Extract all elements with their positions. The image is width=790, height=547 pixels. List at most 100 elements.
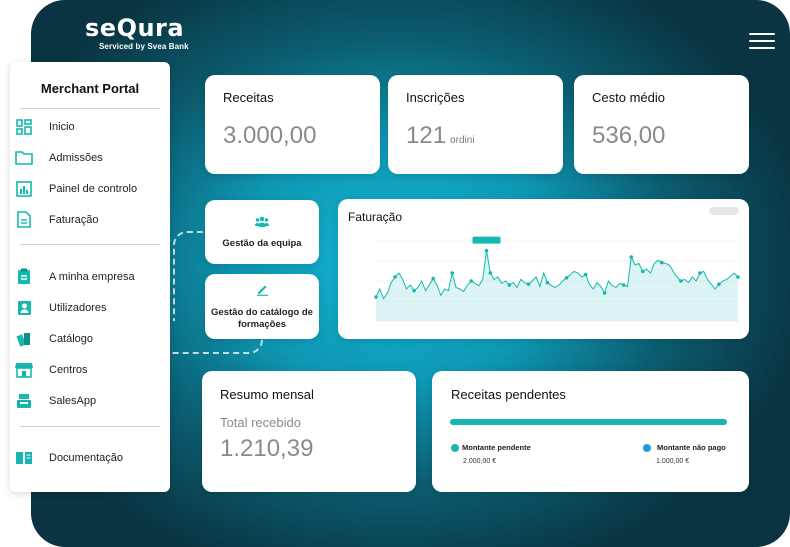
divider bbox=[20, 244, 160, 245]
montante-pendente-value: 2.000,00 € bbox=[463, 458, 497, 465]
data-point[interactable] bbox=[621, 283, 626, 287]
data-point[interactable] bbox=[484, 248, 489, 253]
legend-dot bbox=[451, 443, 459, 452]
inscricoes-card: Inscrições 121 ordini bbox=[388, 75, 563, 174]
data-point[interactable] bbox=[393, 275, 397, 279]
legend-label: Montante pendente bbox=[462, 443, 531, 452]
data-point[interactable] bbox=[564, 276, 569, 280]
data-point[interactable] bbox=[526, 282, 531, 286]
sidebar-item-label: Painel de controlo bbox=[49, 182, 138, 195]
inscricoes-value: 121 ordini bbox=[406, 122, 475, 150]
data-point[interactable] bbox=[412, 288, 416, 293]
divider bbox=[20, 108, 160, 109]
legend-montante-pendente: Montante pendente bbox=[451, 443, 531, 452]
receitas-pendentes-card: Receitas pendentes Montante pendente 2.0… bbox=[432, 371, 749, 492]
chart-tooltip bbox=[472, 236, 501, 244]
cesto-card: Cesto médio 536,00 bbox=[574, 75, 749, 174]
inscricoes-unit: ordini bbox=[450, 135, 475, 146]
data-point[interactable] bbox=[679, 279, 683, 283]
dashboard-icon bbox=[15, 118, 33, 136]
legend-label: Montante não pago bbox=[657, 443, 726, 452]
receitas-value: 3.000,00 bbox=[223, 122, 317, 149]
gestao-equipa-button[interactable]: Gestão da equipa bbox=[205, 200, 319, 264]
resumo-label: Resumo mensal bbox=[220, 387, 314, 402]
total-recebido-label: Total recebido bbox=[220, 415, 301, 430]
resumo-mensal-card: Resumo mensal Total recebido 1.210,39 bbox=[202, 371, 416, 492]
sidebar-item-empresa[interactable]: A minha empresa bbox=[10, 261, 170, 292]
data-point[interactable] bbox=[698, 271, 702, 275]
book-open-icon bbox=[15, 449, 33, 467]
cash-register-icon bbox=[15, 392, 33, 410]
store-icon bbox=[15, 361, 33, 379]
cesto-label: Cesto médio bbox=[592, 90, 665, 105]
sidebar-item-label: Faturação bbox=[49, 213, 99, 226]
cesto-value: 536,00 bbox=[592, 122, 666, 149]
data-point[interactable] bbox=[717, 282, 721, 286]
sidebar-title: Merchant Portal bbox=[40, 81, 140, 96]
books-icon bbox=[15, 330, 33, 348]
sidebar-item-inicio[interactable]: Inicio bbox=[10, 111, 170, 142]
document-icon bbox=[15, 211, 33, 229]
series-line bbox=[375, 250, 739, 300]
data-point[interactable] bbox=[640, 269, 645, 274]
data-point[interactable] bbox=[431, 276, 435, 281]
sidebar-item-label: A minha empresa bbox=[49, 270, 135, 283]
sidebar-item-label: SalesApp bbox=[49, 394, 97, 407]
sidebar-item-utilizadores[interactable]: Utilizadores bbox=[10, 292, 170, 323]
divider bbox=[20, 426, 160, 427]
hamburger-menu-icon[interactable] bbox=[749, 33, 775, 51]
gestao-catalogo-button[interactable]: Gestão do catálogo de formações bbox=[205, 274, 319, 339]
data-point[interactable] bbox=[374, 295, 378, 299]
sidebar-item-centros[interactable]: Centros bbox=[10, 354, 170, 385]
data-point[interactable] bbox=[545, 280, 550, 285]
receitas-card: Receitas 3.000,00 bbox=[205, 75, 380, 174]
inscricoes-label: Inscrições bbox=[406, 90, 465, 105]
folder-icon bbox=[15, 149, 33, 167]
brand-logo[interactable]: seQura Serviced by Svea Bank bbox=[85, 14, 189, 51]
brand-name: seQura bbox=[85, 14, 185, 42]
series-area bbox=[376, 250, 738, 321]
user-badge-icon bbox=[15, 299, 33, 317]
data-point[interactable] bbox=[583, 272, 588, 277]
sidebar-item-catalogo[interactable]: Catálogo bbox=[10, 323, 170, 354]
data-point[interactable] bbox=[488, 271, 493, 275]
sidebar-item-faturacao[interactable]: Faturação bbox=[10, 204, 170, 235]
pendentes-progress-bar bbox=[450, 419, 727, 425]
brand-tagline: Serviced by Svea Bank bbox=[99, 42, 189, 51]
sidebar-item-salesapp[interactable]: SalesApp bbox=[10, 385, 170, 416]
dashed-connector bbox=[173, 231, 207, 321]
receitas-label: Receitas bbox=[223, 90, 274, 105]
bar-chart-icon bbox=[15, 180, 33, 198]
sidebar-item-label: Inicio bbox=[49, 120, 75, 133]
sidebar-item-label: Admissões bbox=[49, 151, 103, 164]
data-point[interactable] bbox=[469, 279, 474, 283]
data-point[interactable] bbox=[629, 255, 634, 259]
data-point[interactable] bbox=[602, 291, 607, 295]
montante-nao-pago-value: 1.000,00 € bbox=[656, 458, 690, 465]
legend-montante-nao-pago: Montante não pago bbox=[643, 443, 726, 452]
sidebar-item-label: Catálogo bbox=[49, 332, 94, 345]
gestao-equipa-label: Gestão da equipa bbox=[222, 238, 302, 249]
data-point[interactable] bbox=[736, 275, 740, 279]
team-icon bbox=[255, 214, 269, 232]
clipboard-icon bbox=[15, 268, 33, 286]
faturacao-chart bbox=[374, 236, 740, 322]
legend-dot bbox=[643, 443, 651, 452]
sidebar: Merchant Portal Inicio Admissões Painel … bbox=[10, 62, 170, 492]
total-recebido-value: 1.210,39 bbox=[220, 435, 314, 462]
sidebar-item-admissoes[interactable]: Admissões bbox=[10, 142, 170, 173]
sidebar-item-documentacao[interactable]: Documentação bbox=[10, 442, 170, 473]
data-point[interactable] bbox=[450, 271, 455, 275]
pencil-icon bbox=[256, 283, 269, 301]
gestao-catalogo-label: Gestão do catálogo de formações bbox=[211, 306, 313, 330]
data-point[interactable] bbox=[659, 260, 664, 265]
sidebar-item-label: Documentação bbox=[49, 451, 123, 464]
chart-title: Faturação bbox=[348, 210, 403, 224]
pendentes-label: Receitas pendentes bbox=[451, 387, 566, 402]
sidebar-item-painel[interactable]: Painel de controlo bbox=[10, 173, 170, 204]
data-point[interactable] bbox=[507, 283, 512, 287]
faturacao-chart-card: Faturação bbox=[338, 199, 749, 339]
sidebar-item-label: Centros bbox=[49, 363, 88, 376]
period-selector[interactable] bbox=[709, 207, 739, 215]
inscricoes-number: 121 bbox=[406, 122, 447, 149]
